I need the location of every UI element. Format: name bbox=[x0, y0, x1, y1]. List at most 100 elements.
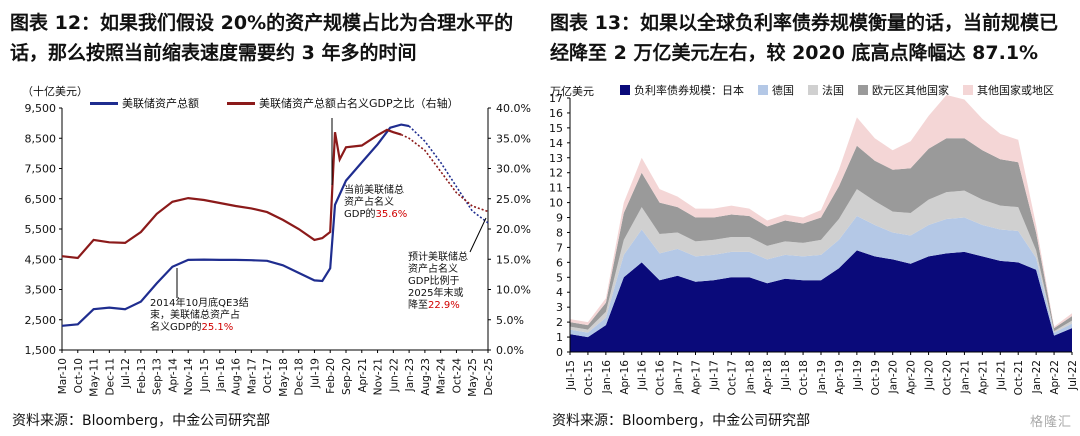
right-y-tick-label: 11 bbox=[549, 182, 563, 195]
left-x-tick-label: May-11 bbox=[89, 358, 101, 397]
right-unit-label: 万亿美元 bbox=[550, 85, 594, 98]
right-y-tick-label: 8 bbox=[556, 226, 563, 239]
annotation-text: 2014年10月底QE3结 bbox=[150, 296, 249, 309]
left-x-tick-label: Jan-16 bbox=[215, 358, 227, 393]
left-x-tick-label: Nov-14 bbox=[183, 358, 195, 396]
left-series-forecast-line bbox=[408, 125, 489, 224]
right-y-tick-label: 2 bbox=[556, 316, 563, 329]
right-y-tick-label: 10 bbox=[549, 197, 563, 210]
legend-label-other: 其他国家或地区 bbox=[977, 84, 1054, 97]
right-y-tick-label: 9 bbox=[556, 212, 563, 225]
left-y2-tick-label: 0.0% bbox=[496, 344, 524, 357]
left-y2-tick-label: 35.0% bbox=[496, 132, 531, 145]
right-y-tick-label: 3 bbox=[556, 301, 563, 314]
annotation-text: 当前美联储总 bbox=[344, 183, 404, 196]
right-x-tick-label: Jul-17 bbox=[708, 360, 720, 391]
right-y-tick-label: 16 bbox=[549, 107, 563, 120]
area-series-other bbox=[570, 95, 1072, 329]
left-y-tick-label: 2,500 bbox=[25, 314, 57, 327]
right-chart-title: 图表 13：如果以全球负利率债券规模衡量的话，当前规模已经降至 2 万亿美元左右… bbox=[550, 12, 1059, 64]
left-x-tick-label: May-18 bbox=[278, 358, 290, 397]
right-x-tick-label: Jul-16 bbox=[637, 360, 649, 391]
legend-label-euro-other: 欧元区其他国家 bbox=[872, 84, 949, 97]
right-x-tick-label: Jan-22 bbox=[1031, 360, 1043, 394]
right-x-tick-label: Jul-22 bbox=[1067, 360, 1079, 391]
left-chart-svg: 1,500 2,500 3,500 4,500 5,500 6,500 7,500 8,500… bbox=[25, 102, 531, 397]
legend-label-japan: 负利率债券规模：日本 bbox=[634, 84, 744, 97]
left-x-tick-label: Mar-24 bbox=[436, 358, 448, 395]
legend-item-assets: 美联储资产总额 bbox=[90, 95, 199, 111]
right-chart-panel: 图表 13：如果以全球负利率债券规模衡量的话，当前规模已经降至 2 万亿美元左右… bbox=[540, 0, 1080, 436]
legend-label-assets: 美联储资产总额 bbox=[122, 97, 199, 110]
right-y-tick-label: 17 bbox=[549, 92, 563, 105]
annotation-text: GDP的35.6% bbox=[344, 207, 407, 220]
right-x-tick-label: Apr-18 bbox=[762, 360, 774, 395]
left-x-tick-label: Dec-25 bbox=[483, 358, 495, 395]
left-x-tick-label: Sep-13 bbox=[152, 358, 164, 395]
legend-item-other: 其他国家或地区 bbox=[963, 82, 1054, 98]
left-source: 资料来源：Bloomberg，中金公司研究部 bbox=[12, 413, 271, 429]
right-y-tick-label: 7 bbox=[556, 241, 563, 254]
right-x-tick-label: Apr-17 bbox=[691, 360, 703, 395]
left-x-tick-label: Apr-14 bbox=[167, 358, 179, 393]
left-y-tick-label: 6,500 bbox=[25, 193, 57, 206]
left-series-line bbox=[61, 123, 410, 327]
left-y-tick-label: 3,500 bbox=[25, 284, 57, 297]
left-x-tick-label: Mar-17 bbox=[246, 358, 258, 394]
right-x-tick-label: Apr-21 bbox=[977, 360, 989, 395]
right-y-tick-label: 4 bbox=[556, 286, 563, 299]
watermark-logo: 格隆汇 bbox=[1029, 415, 1072, 430]
left-y2-tick-label: 30.0% bbox=[496, 163, 531, 176]
left-unit-label: （十亿美元） bbox=[22, 85, 88, 98]
left-series-forecast-line bbox=[400, 133, 489, 213]
right-x-tick-label: Oct-21 bbox=[1013, 360, 1025, 395]
right-x-tick-label: Oct-19 bbox=[870, 360, 882, 395]
right-x-tick-label: Jan-18 bbox=[744, 360, 756, 394]
left-y-tick-label: 8,500 bbox=[25, 132, 57, 145]
annotation-text: 资产占名义 bbox=[408, 262, 458, 275]
legend-label-france: 法国 bbox=[822, 84, 844, 97]
legend-swatch-other bbox=[963, 85, 973, 95]
right-x-tick-label: Apr-19 bbox=[834, 360, 846, 395]
right-x-tick-label: Jan-16 bbox=[601, 360, 613, 395]
left-x-tick-label: Apr-21 bbox=[357, 358, 369, 393]
left-chart-title: 图表 12：如果我们假设 20%的资产规模占比为合理水平的话，那么按照当前缩表速… bbox=[10, 12, 514, 64]
legend-swatch-euro-other bbox=[858, 85, 868, 95]
left-x-tick-label: Jan-23 bbox=[404, 358, 416, 392]
right-x-tick-label: Jan-17 bbox=[673, 360, 685, 394]
left-x-tick-label: Oct-17 bbox=[262, 358, 274, 393]
right-x-tick-label: Jul-19 bbox=[852, 360, 864, 391]
legend-item-germany: 德国 bbox=[758, 82, 794, 98]
left-chart-panel: 图表 12：如果我们假设 20%的资产规模占比为合理水平的话，那么按照当前缩表速… bbox=[10, 12, 531, 429]
left-y2-tick-label: 25.0% bbox=[496, 193, 531, 206]
left-x-tick-label: Dec-11 bbox=[104, 358, 116, 395]
right-legend: 负利率债券规模：日本 德国 法国 欧元区其他国家 其他国家或地区 bbox=[620, 82, 1054, 98]
right-x-tick-label: Jan-20 bbox=[888, 360, 900, 394]
legend-swatch-assets bbox=[90, 101, 118, 105]
left-x-tick-label: Dec-18 bbox=[294, 358, 306, 395]
left-y-tick-label: 4,500 bbox=[25, 253, 57, 266]
left-x-tick-label: Mar-10 bbox=[57, 358, 69, 394]
left-x-tick-label: Nov-21 bbox=[373, 358, 385, 395]
left-y2-tick-label: 15.0% bbox=[496, 253, 531, 266]
annotation-text: 降至22.9% bbox=[408, 298, 460, 311]
legend-swatch-germany bbox=[758, 85, 768, 95]
right-y-tick-label: 13 bbox=[549, 152, 563, 165]
right-x-tick-label: Oct-17 bbox=[726, 360, 738, 395]
legend-item-euro-other: 欧元区其他国家 bbox=[858, 82, 949, 98]
right-x-tick-label: Jan-19 bbox=[816, 360, 828, 394]
right-y-tick-label: 12 bbox=[549, 167, 563, 180]
left-series-line bbox=[61, 128, 402, 260]
right-y-tick-label: 1 bbox=[556, 331, 563, 344]
right-x-tick-label: Jan-21 bbox=[959, 360, 971, 394]
right-source: 资料来源：Bloomberg，中金公司研究部 bbox=[552, 413, 811, 429]
right-y-tick-label: 0 bbox=[556, 346, 563, 359]
right-x-tick-label: Jul-15 bbox=[565, 360, 577, 391]
annotation-text: 预计美联储总 bbox=[408, 250, 468, 263]
legend-item-ratio: 美联储资产总额占名义GDP之比（右轴） bbox=[227, 95, 459, 111]
right-x-tick-label: Apr-22 bbox=[1049, 360, 1061, 395]
left-y2-tick-label: 10.0% bbox=[496, 284, 531, 297]
left-y2-tick-label: 40.0% bbox=[496, 102, 531, 115]
legend-label-ratio: 美联储资产总额占名义GDP之比（右轴） bbox=[259, 97, 459, 110]
